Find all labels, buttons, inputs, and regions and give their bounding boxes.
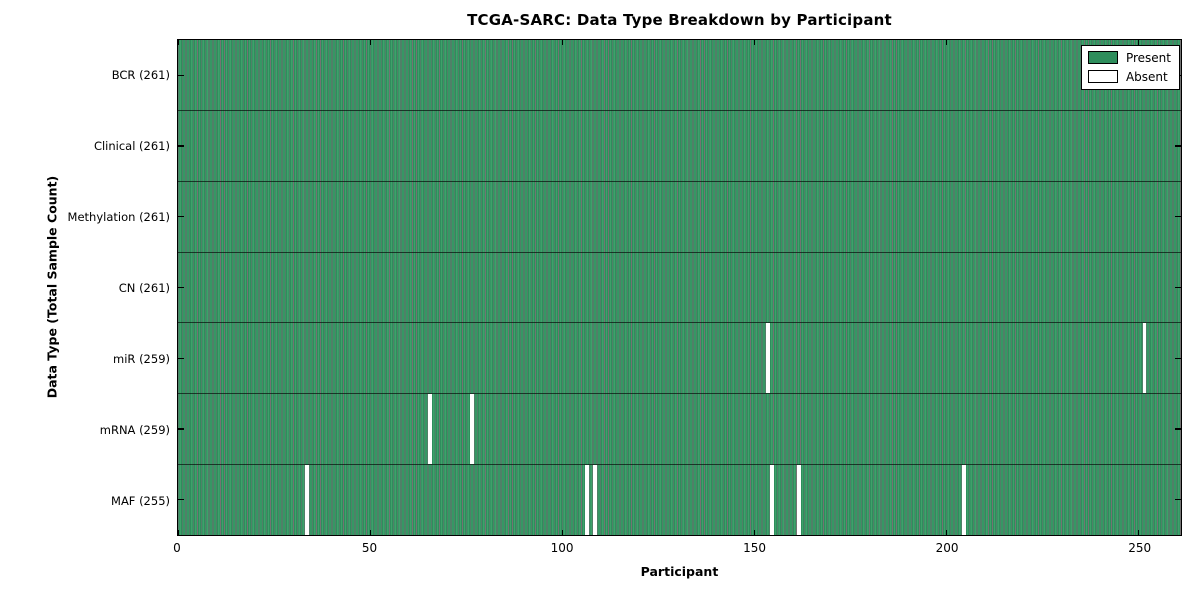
- legend-entry-present: Present: [1087, 50, 1171, 65]
- x-tick-label: 150: [743, 541, 767, 555]
- x-tick-mark: [753, 530, 756, 535]
- absent-marker: [593, 465, 597, 536]
- absent-marker: [796, 465, 801, 536]
- legend-label-present: Present: [1125, 50, 1171, 65]
- y-tick-mark: [178, 499, 184, 501]
- absent-marker: [470, 394, 474, 465]
- x-tick-mark: [369, 530, 371, 535]
- absent-swatch-icon: [1087, 70, 1118, 83]
- y-tick-mark: [1175, 286, 1181, 289]
- x-tick-mark: [177, 530, 179, 535]
- heatmap-row-methylation: [178, 180, 1181, 252]
- y-tick-label: mRNA (259): [99, 422, 170, 437]
- present-swatch-icon: [1087, 51, 1118, 64]
- x-tick-mark: [945, 40, 948, 45]
- absent-marker: [765, 323, 770, 394]
- absent-marker: [427, 394, 432, 465]
- y-tick-label: CN (261): [118, 280, 170, 295]
- y-tick-label: miR (259): [113, 351, 170, 366]
- y-tick-mark: [178, 74, 184, 76]
- y-tick-mark: [178, 216, 184, 218]
- x-tick-mark: [945, 530, 948, 535]
- x-tick-mark: [1138, 530, 1140, 535]
- chart-title: TCGA-SARC: Data Type Breakdown by Partic…: [467, 11, 892, 29]
- x-tick-label: 100: [550, 541, 574, 555]
- y-tick-mark: [178, 286, 184, 289]
- absent-marker: [1142, 323, 1147, 394]
- x-tick-mark: [753, 40, 756, 45]
- x-tick-mark: [177, 40, 179, 45]
- absent-marker: [304, 465, 309, 536]
- y-tick-label: Clinical (261): [93, 138, 170, 153]
- y-tick-mark: [1175, 145, 1181, 147]
- absent-marker: [585, 465, 590, 536]
- plot-area: [177, 39, 1182, 536]
- x-tick-mark: [369, 40, 371, 45]
- x-tick-label: 50: [361, 541, 378, 555]
- absent-marker: [769, 465, 774, 536]
- y-tick-label: Methylation (261): [67, 209, 170, 224]
- heatmap-row-mrna: [178, 393, 1181, 465]
- absent-marker: [961, 465, 966, 536]
- heatmap-row-mir: [178, 322, 1181, 394]
- y-tick-label: BCR (261): [111, 67, 170, 82]
- y-axis-title: Data Type (Total Sample Count): [44, 175, 60, 399]
- y-tick-mark: [178, 428, 184, 430]
- y-tick-mark: [1175, 216, 1181, 218]
- x-tick-mark: [561, 40, 563, 45]
- y-tick-mark: [1175, 357, 1181, 359]
- x-tick-label: 250: [1128, 541, 1152, 555]
- y-tick-mark: [178, 145, 184, 147]
- x-tick-label: 0: [173, 541, 181, 555]
- heatmap-row-clinical: [178, 109, 1181, 181]
- legend-entry-absent: Absent: [1087, 69, 1171, 84]
- heatmap-row-bcr: [178, 40, 1181, 110]
- x-tick-mark: [561, 530, 563, 535]
- y-tick-mark: [1175, 499, 1181, 501]
- y-tick-mark: [1175, 428, 1181, 430]
- x-tick-label: 200: [935, 541, 959, 555]
- x-axis-title: Participant: [640, 564, 719, 579]
- legend: Present Absent: [1080, 45, 1180, 90]
- heatmap-row-cn: [178, 251, 1181, 323]
- y-tick-mark: [178, 357, 184, 359]
- heatmap-row-maf: [178, 464, 1181, 536]
- heatmap-rows: [178, 40, 1181, 536]
- y-tick-label: MAF (255): [111, 493, 170, 508]
- x-tick-mark: [1138, 40, 1140, 45]
- legend-label-absent: Absent: [1125, 69, 1168, 84]
